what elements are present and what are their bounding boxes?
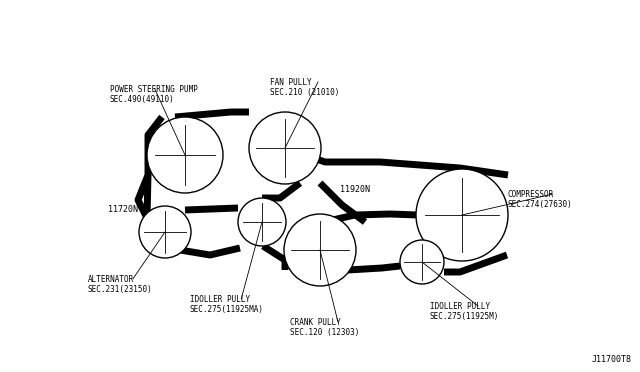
Circle shape [416, 169, 508, 261]
Text: FAN PULLY
SEC.210 (21010): FAN PULLY SEC.210 (21010) [270, 78, 339, 97]
Text: 11920N: 11920N [340, 186, 370, 195]
Text: 11720N: 11720N [108, 205, 138, 215]
Text: ALTERNATOR
SEC.231(23150): ALTERNATOR SEC.231(23150) [88, 275, 153, 294]
Text: IDOLLER PULLY
SEC.275(11925MA): IDOLLER PULLY SEC.275(11925MA) [190, 295, 264, 314]
Circle shape [238, 198, 286, 246]
Text: POWER STEERING PUMP
SEC.490(49110): POWER STEERING PUMP SEC.490(49110) [110, 85, 198, 105]
Circle shape [249, 112, 321, 184]
Circle shape [400, 240, 444, 284]
Circle shape [147, 117, 223, 193]
Text: IDOLLER PULLY
SEC.275(11925M): IDOLLER PULLY SEC.275(11925M) [430, 302, 499, 321]
Text: COMPRESSOR
SEC.274(27630): COMPRESSOR SEC.274(27630) [508, 190, 573, 209]
Text: J11700T8: J11700T8 [592, 355, 632, 364]
Circle shape [284, 214, 356, 286]
Circle shape [139, 206, 191, 258]
Text: CRANK PULLY
SEC.120 (12303): CRANK PULLY SEC.120 (12303) [290, 318, 360, 337]
